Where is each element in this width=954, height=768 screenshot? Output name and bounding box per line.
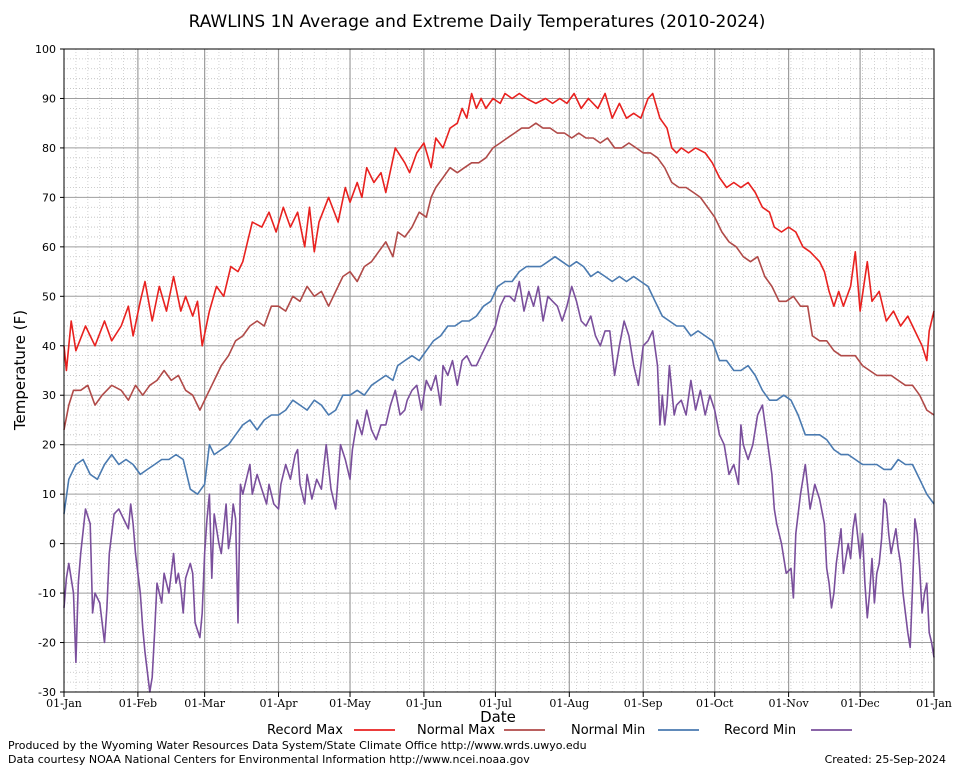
x-tick-label: 01-May	[329, 697, 372, 710]
x-tick-label: 01-Jul	[479, 697, 512, 710]
plot-frame	[63, 48, 935, 693]
y-axis-ticks: -30 -20 -10 0 10 20 30 40 50 60 70 80 90 100	[35, 43, 64, 699]
series-record-max	[63, 92, 935, 372]
y-tick-label: 100	[35, 43, 56, 56]
y-tick-label: 80	[42, 142, 56, 155]
x-tick-label: 01-Jan	[916, 697, 952, 710]
legend-label: Record Max	[267, 723, 343, 738]
created-date: Created: 25-Sep-2024	[825, 753, 946, 766]
x-tick-label: 01-Sep	[624, 697, 663, 710]
legend: Record Max Normal Max Normal Min Record Min	[267, 723, 852, 738]
x-tick-label: 01-Nov	[769, 697, 810, 710]
x-tick-label: 01-Aug	[549, 697, 589, 710]
y-tick-label: 20	[42, 439, 56, 452]
y-axis-label: Temperature (F)	[11, 310, 29, 431]
x-tick-label: 01-Mar	[184, 697, 226, 710]
x-tick-label: 01-Jan	[46, 697, 82, 710]
x-tick-label: 01-Apr	[260, 697, 299, 710]
y-tick-label: 0	[49, 538, 56, 551]
x-axis-label: Date	[480, 708, 516, 726]
y-tick-label: 10	[42, 488, 56, 501]
y-tick-label: -10	[38, 587, 56, 600]
x-axis-ticks: 01-Jan 01-Feb 01-Mar 01-Apr 01-May 01-Jun 01-J…	[46, 692, 952, 710]
y-tick-label: -20	[38, 637, 56, 650]
legend-label: Normal Min	[571, 723, 645, 738]
legend-label: Record Min	[724, 723, 796, 738]
y-tick-label: 70	[42, 191, 56, 204]
y-tick-label: 40	[42, 340, 56, 353]
credit-line-1: Produced by the Wyoming Water Resources …	[8, 739, 587, 752]
y-tick-label: 30	[42, 389, 56, 402]
y-tick-label: 60	[42, 241, 56, 254]
x-tick-label: 01-Feb	[119, 697, 157, 710]
series-normal-max	[63, 122, 935, 431]
chart-title: RAWLINS 1N Average and Extreme Daily Tem…	[189, 12, 766, 32]
y-tick-label: -30	[38, 686, 56, 699]
y-tick-label: 50	[42, 290, 56, 303]
legend-label: Normal Max	[417, 723, 495, 738]
series-lines	[63, 92, 935, 693]
x-tick-label: 01-Dec	[841, 697, 880, 710]
x-tick-label: 01-Oct	[696, 697, 734, 710]
y-tick-label: 90	[42, 92, 56, 105]
credit-line-2: Data courtesy NOAA National Centers for …	[8, 753, 530, 766]
series-record-min	[63, 280, 935, 693]
series-normal-min	[63, 255, 935, 515]
x-tick-label: 01-Jun	[406, 697, 442, 710]
